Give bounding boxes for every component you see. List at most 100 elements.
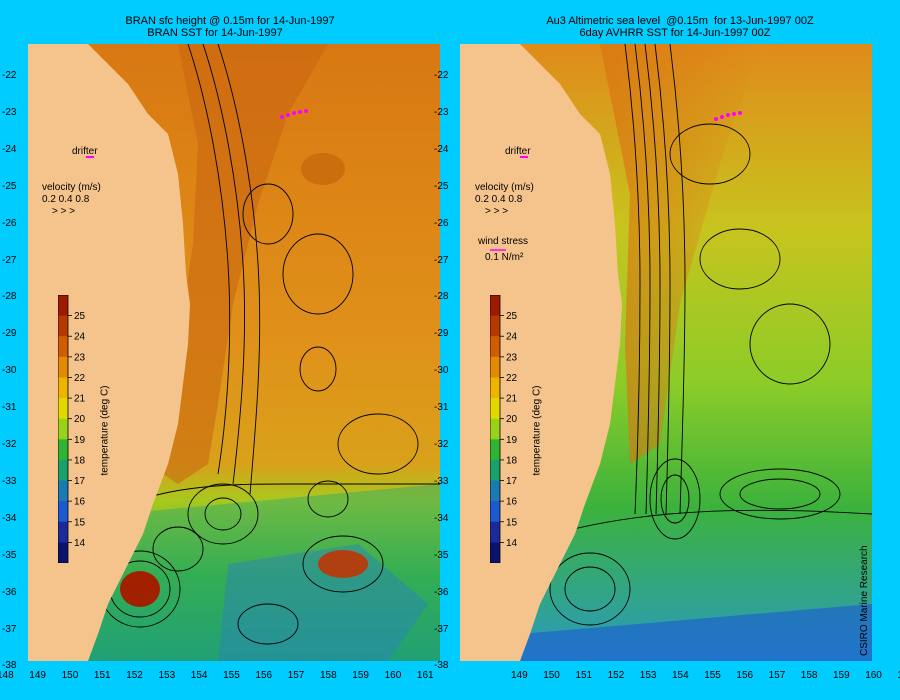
lon-tick-label: 158 [320, 670, 337, 681]
colorbar-swatch [58, 542, 68, 564]
lon-tick-label: 148 [0, 670, 14, 681]
colorbar-tick-label: 17 [506, 476, 518, 487]
colorbar-swatch [58, 418, 68, 440]
lat-tick-label: -22 [2, 70, 17, 81]
colorbar-tick-label: 21 [74, 394, 86, 405]
colorbar-swatch [490, 418, 500, 440]
lat-tick-label: -25 [434, 180, 449, 192]
warm-eddy-1 [120, 571, 160, 607]
colorbar-swatch [490, 480, 500, 502]
colorbar-tick-label: 21 [506, 394, 518, 405]
lon-tick-label: 152 [607, 670, 625, 681]
right-colorbar-ticks: 25 24 23 22 21 20 19 18 17 16 15 14 [500, 311, 518, 549]
colorbar-tick-label: 25 [506, 311, 518, 322]
colorbar-tick-label: 24 [74, 332, 86, 343]
lat-tick-label: -26 [434, 217, 449, 229]
lat-tick-label: -37 [2, 623, 17, 635]
lat-tick-label: -23 [434, 106, 449, 118]
lon-tick-label: 150 [543, 670, 560, 681]
colorbar-swatch [490, 542, 500, 564]
warm-eddy-3 [301, 153, 345, 185]
cool-southern-water [68, 484, 440, 661]
colorbar-swatch [490, 377, 500, 399]
colorbar-swatch [490, 295, 500, 317]
right-colorbar-title: temperature (deg C) [531, 385, 543, 476]
colorbar-tick-label: 14 [506, 538, 518, 549]
colorbar-swatch [58, 295, 68, 317]
colorbar-tick-label: 18 [506, 455, 518, 466]
left-colorbar: 25 24 23 22 21 20 19 18 17 16 15 14 [57, 294, 98, 564]
drifter-label: drifter [72, 146, 98, 157]
colorbar-swatch [490, 315, 500, 337]
lat-tick-label: -27 [2, 254, 17, 266]
lat-tick-label: -37 [434, 623, 449, 635]
colorbar-swatch [490, 521, 500, 543]
lon-tick-label: 156 [736, 670, 754, 681]
warm-current-band [600, 44, 760, 464]
lon-tick-label: 151 [575, 670, 593, 681]
lat-tick-label: -24 [434, 143, 449, 155]
left-title-line1: BRAN sfc height @ 0.15m for 14-Jun-1997 [125, 15, 335, 27]
velocity-label: velocity (m/s) [42, 182, 101, 193]
lat-tick-label: -28 [434, 291, 449, 303]
colorbar-tick-label: 15 [506, 517, 518, 528]
lon-tick-label: 149 [29, 670, 46, 681]
warm-eddy-2 [318, 550, 368, 578]
lon-tick-label: 154 [190, 670, 208, 681]
left-map-panel: drifter velocity (m/s) 0.2 0.4 0.8 > > > [28, 44, 440, 661]
lon-tick-label: 151 [93, 670, 111, 681]
cool-blue-patch [218, 544, 428, 661]
colorbar-swatch [58, 439, 68, 461]
lat-tick-label: -31 [2, 402, 17, 414]
drifter-track [714, 111, 742, 121]
colorbar-tick-label: 17 [74, 476, 86, 487]
lat-tick-label: -35 [434, 549, 449, 561]
right-title-line1: Au3 Altimetric sea level @0.15m for 13-J… [546, 15, 814, 27]
lon-tick-label: 153 [158, 670, 176, 681]
lat-tick-label: -31 [434, 402, 449, 414]
colorbar-tick-label: 16 [506, 497, 518, 508]
lat-tick-label: -33 [434, 475, 449, 487]
lon-tick-label: 155 [223, 670, 240, 681]
colorbar-swatch [490, 356, 500, 378]
colorbar-swatch [58, 377, 68, 399]
colorbar-tick-label: 22 [506, 373, 518, 384]
left-colorbar-swatches [58, 295, 68, 564]
colorbar-swatch [490, 501, 500, 523]
lat-tick-label: -32 [2, 439, 17, 450]
colorbar-swatch [490, 439, 500, 461]
left-colorbar-title: temperature (deg C) [99, 385, 111, 476]
lat-tick-label: -34 [2, 512, 17, 524]
lat-tick-label: -32 [434, 439, 449, 450]
colorbar-tick-label: 14 [74, 538, 86, 549]
australia-coastline [28, 44, 190, 661]
lat-tick-label: -36 [434, 586, 449, 598]
colorbar-swatch [58, 315, 68, 337]
colorbar-tick-label: 23 [74, 352, 86, 363]
lat-tick-label: -25 [2, 180, 17, 192]
lat-tick-label: -30 [434, 365, 449, 377]
lat-tick-label: -38 [2, 660, 17, 672]
lon-tick-label: 161 [897, 670, 900, 681]
lat-tick-label: -26 [2, 217, 17, 229]
colorbar-swatch [58, 480, 68, 502]
lat-tick-label: -23 [2, 106, 17, 118]
lon-tick-label: 149 [511, 670, 528, 681]
colorbar-tick-label: 24 [506, 332, 518, 343]
left-lat-axis: -22 -23 -24 -25 -26 -27 -28 -29 -30 -31 -32 -33 -34 -… [0, 0, 28, 700]
colorbar-swatch [490, 459, 500, 482]
left-map-svg: drifter velocity (m/s) 0.2 0.4 0.8 > > > [28, 44, 440, 661]
lat-tick-label: -38 [434, 660, 449, 672]
colorbar-swatch [58, 336, 68, 358]
lon-tick-label: 156 [255, 670, 273, 681]
lon-tick-label: 153 [639, 670, 657, 681]
lat-tick-label: -29 [2, 328, 17, 340]
lon-tick-label: 159 [352, 670, 369, 681]
lat-tick-label: -30 [2, 365, 17, 377]
lon-tick-label: 152 [126, 670, 143, 681]
colorbar-tick-label: 23 [506, 352, 518, 363]
lon-tick-label: 154 [672, 670, 689, 681]
cool-deep-water [520, 604, 872, 661]
left-colorbar-svg: 25 24 23 22 21 20 19 18 17 16 15 14 [57, 294, 86, 564]
velocity-arrows: > > > [485, 206, 508, 217]
